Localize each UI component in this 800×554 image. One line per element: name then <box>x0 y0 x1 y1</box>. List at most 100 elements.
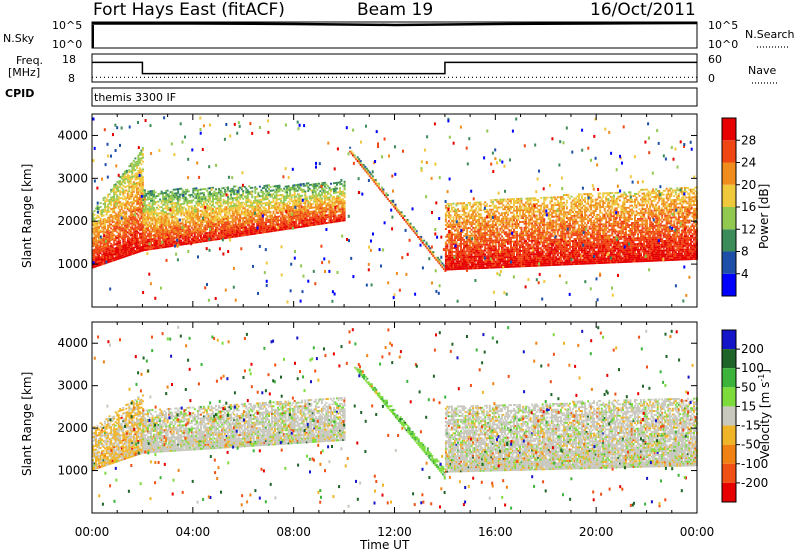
power-cell <box>196 210 199 213</box>
power-cell <box>126 241 129 243</box>
power-cell <box>487 210 490 213</box>
power-cell <box>257 220 260 223</box>
power-cell <box>299 189 302 192</box>
power-cell <box>242 230 245 233</box>
power-cell <box>281 215 284 217</box>
power-cell <box>210 227 213 230</box>
power-cell <box>168 241 171 244</box>
power-cell <box>187 225 190 228</box>
power-cell <box>180 208 183 211</box>
power-cell <box>157 231 160 234</box>
power-cell <box>137 200 140 203</box>
power-cell <box>198 198 201 201</box>
power-cell <box>299 210 302 213</box>
power-cell <box>135 195 138 198</box>
power-cell <box>210 192 213 195</box>
power-cell <box>150 219 152 222</box>
power-cell <box>218 232 220 235</box>
power-cell <box>132 210 135 212</box>
power-cell <box>449 218 452 221</box>
power-cell <box>461 237 464 239</box>
power-cell <box>168 230 171 232</box>
power-cell <box>207 199 210 201</box>
power-cell <box>148 213 151 216</box>
power-cell <box>183 235 186 238</box>
power-cell <box>212 227 214 230</box>
power-cell <box>330 190 332 193</box>
power-cell <box>286 204 289 207</box>
power-cell <box>138 181 141 183</box>
power-cell <box>114 212 117 215</box>
power-cell <box>163 192 166 194</box>
power-cell <box>110 223 113 226</box>
power-cell <box>154 212 157 215</box>
power-cell <box>218 216 220 219</box>
power-cell <box>116 204 119 207</box>
power-cell <box>277 184 279 187</box>
power-cell <box>201 211 204 214</box>
power-cell <box>172 227 175 230</box>
power-cell <box>325 187 328 190</box>
power-cell <box>95 251 97 254</box>
power-cell <box>138 223 141 226</box>
power-cell <box>228 223 231 225</box>
power-cell <box>184 198 187 201</box>
power-cell <box>234 233 237 236</box>
power-cell <box>283 199 286 202</box>
power-cell <box>274 191 276 193</box>
power-cell <box>261 192 264 195</box>
power-cell <box>213 211 216 214</box>
power-cell <box>245 205 248 207</box>
power-cell <box>266 227 269 229</box>
power-cell <box>192 212 195 215</box>
power-cell <box>463 248 466 251</box>
power-cell <box>201 192 204 195</box>
power-cell <box>150 230 152 233</box>
power-cell <box>132 188 135 191</box>
power-cell <box>105 242 108 245</box>
power-cell <box>254 215 257 218</box>
power-cell <box>234 218 237 221</box>
power-cell <box>105 232 108 235</box>
power-cell <box>449 210 452 213</box>
power-cell <box>249 233 252 236</box>
power-cell <box>193 235 196 238</box>
power-cell <box>283 187 286 190</box>
power-cell <box>165 224 168 227</box>
power-cell <box>269 213 272 215</box>
power-cell <box>108 258 111 261</box>
power-cell <box>192 187 195 190</box>
power-cell <box>177 234 180 237</box>
power-cell <box>196 231 199 234</box>
power-cell <box>108 202 111 205</box>
power-cell <box>243 216 246 219</box>
power-cell <box>104 254 107 257</box>
power-cell <box>479 207 482 210</box>
power-cell <box>202 188 205 191</box>
power-cell <box>108 201 111 203</box>
power-cell <box>120 212 123 215</box>
power-cell <box>221 204 224 207</box>
power-cell <box>224 212 227 214</box>
power-cell <box>213 215 216 218</box>
power-cell <box>236 208 239 211</box>
power-cell <box>272 218 275 221</box>
power-cell <box>150 213 152 216</box>
power-cell <box>400 211 403 214</box>
power-cell <box>499 237 502 240</box>
power-cell <box>479 226 482 229</box>
power-cell <box>252 211 255 214</box>
power-cell <box>189 194 192 196</box>
power-cell <box>225 186 228 189</box>
power-cell <box>487 222 490 225</box>
power-cell <box>237 229 240 232</box>
power-cell <box>239 229 242 231</box>
power-cell <box>126 239 129 242</box>
power-cell <box>153 199 155 202</box>
power-cell <box>190 209 193 212</box>
power-cell <box>457 246 459 249</box>
power-cell <box>293 194 296 196</box>
power-cell <box>116 213 119 216</box>
power-cell <box>221 229 224 232</box>
power-cell <box>289 219 292 222</box>
